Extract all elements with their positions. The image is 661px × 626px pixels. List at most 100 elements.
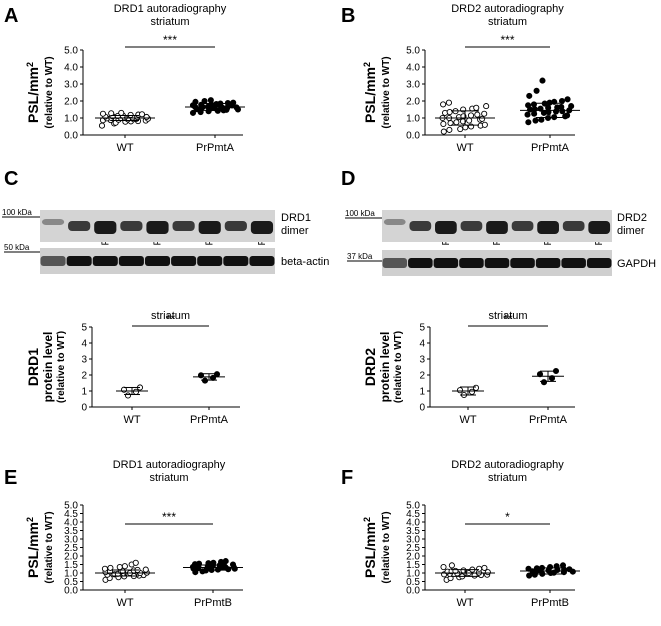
y-tick-label: 1 [419, 387, 425, 398]
x-tick-label: PrPmtA [529, 414, 568, 426]
y-axis-label-line2: protein level [378, 332, 392, 403]
x-tick-label: WT [459, 414, 476, 426]
series-wt [116, 384, 148, 399]
y-tick-label: 5.0 [64, 46, 78, 57]
data-point [124, 392, 132, 399]
y-tick-label: 3.5 [64, 526, 78, 537]
protein-band-bottom [40, 256, 66, 266]
data-point [446, 126, 453, 133]
chart-subtitle: striatum [149, 472, 188, 484]
data-point [539, 77, 546, 84]
protein-band-top [224, 221, 247, 231]
y-tick-label: 2 [81, 371, 87, 382]
svg-text:D: D [341, 168, 355, 190]
data-point [138, 111, 146, 118]
y-tick-label: 4.5 [64, 509, 78, 520]
y-tick-label: 5.0 [406, 46, 420, 57]
protein-band-bottom [171, 256, 197, 266]
protein-band-bottom [586, 258, 612, 268]
significance-label: *** [163, 33, 177, 47]
y-axis-label-superscript: 2 [362, 517, 372, 522]
y-tick-label: 3.0 [64, 80, 78, 91]
data-point [466, 117, 473, 124]
data-point [107, 564, 114, 571]
y-axis-label-line2: protein level [41, 332, 55, 403]
data-point [468, 388, 476, 395]
y-axis-label-line2: (relative to WT) [44, 511, 55, 583]
y-tick-label: 2 [419, 371, 425, 382]
x-tick-label: PrPmtB [531, 597, 569, 609]
y-tick-label: 0.5 [64, 577, 78, 588]
y-axis-label-line3: (relative to WT) [393, 331, 404, 403]
significance-label: ** [166, 312, 176, 326]
protein-band-bottom [223, 256, 249, 266]
chart-panel-c: striatum 0 1 2 3 4 5 WT PrPmtA DRD1 protein level(… [25, 310, 240, 426]
data-point [440, 120, 447, 127]
series-prpmtb [520, 562, 580, 579]
series-wt [452, 384, 484, 399]
y-tick-label: 3 [419, 355, 425, 366]
panel-letter-d: D [341, 168, 355, 190]
chart-title: DRD2 autoradiography [451, 459, 564, 471]
protein-band-top [460, 221, 483, 231]
y-axis-label-line2: (relative to WT) [44, 56, 55, 128]
significance-label: * [505, 510, 510, 524]
panel-letter-c: C [4, 168, 18, 190]
panel-letter-f: F [341, 467, 353, 489]
protein-band-top [120, 221, 143, 231]
series-prpmta [532, 367, 564, 386]
chart-title: DRD2 autoradiography [451, 3, 564, 15]
panel-letter-b: B [341, 5, 355, 27]
data-point [201, 97, 208, 105]
y-tick-label: 4.5 [406, 509, 420, 520]
y-tick-label: 1.0 [64, 114, 78, 125]
x-tick-label: WT [116, 142, 133, 154]
y-tick-label: 2.5 [64, 543, 78, 554]
protein-band-bottom [66, 256, 92, 266]
protein-band-bottom [459, 258, 484, 268]
protein-band-top [198, 221, 221, 234]
data-point [192, 98, 199, 105]
data-point [558, 103, 565, 110]
data-point [483, 103, 490, 110]
y-tick-label: 5.0 [64, 501, 78, 512]
data-point [98, 122, 106, 129]
data-point [230, 99, 237, 106]
protein-band-top [250, 221, 274, 234]
panel-letter-e: E [4, 467, 17, 489]
series-wt [95, 559, 155, 583]
chart-subtitle: striatum [150, 16, 189, 28]
protein-band-bottom [249, 256, 275, 266]
band-label-top: DRD2 [617, 212, 647, 224]
data-point [222, 558, 229, 565]
y-tick-label: 0 [81, 403, 87, 414]
protein-band-bottom [382, 258, 408, 268]
y-tick-label: 1.0 [406, 114, 420, 125]
x-tick-label: PrPmtA [190, 414, 229, 426]
data-point [530, 101, 537, 108]
data-point [467, 112, 475, 119]
data-point [564, 96, 571, 103]
series-prpmta [520, 77, 580, 126]
data-point [116, 564, 123, 571]
protein-band-bottom [197, 256, 223, 266]
kda-marker-bottom: 37 kDa [347, 252, 373, 261]
panel-letter-a: A [4, 5, 18, 27]
protein-band-bottom [433, 258, 459, 268]
data-point [229, 561, 237, 568]
protein-band-top [41, 219, 65, 225]
y-tick-label: 3.5 [406, 526, 420, 537]
protein-band-bottom [144, 256, 171, 266]
y-axis-label-superscript: 2 [362, 62, 372, 67]
data-point [448, 562, 455, 569]
svg-text:A: A [4, 5, 18, 27]
y-tick-label: 0.5 [406, 577, 420, 588]
x-tick-label: WT [456, 142, 473, 154]
data-point [132, 559, 139, 566]
protein-band-bottom [408, 258, 433, 268]
